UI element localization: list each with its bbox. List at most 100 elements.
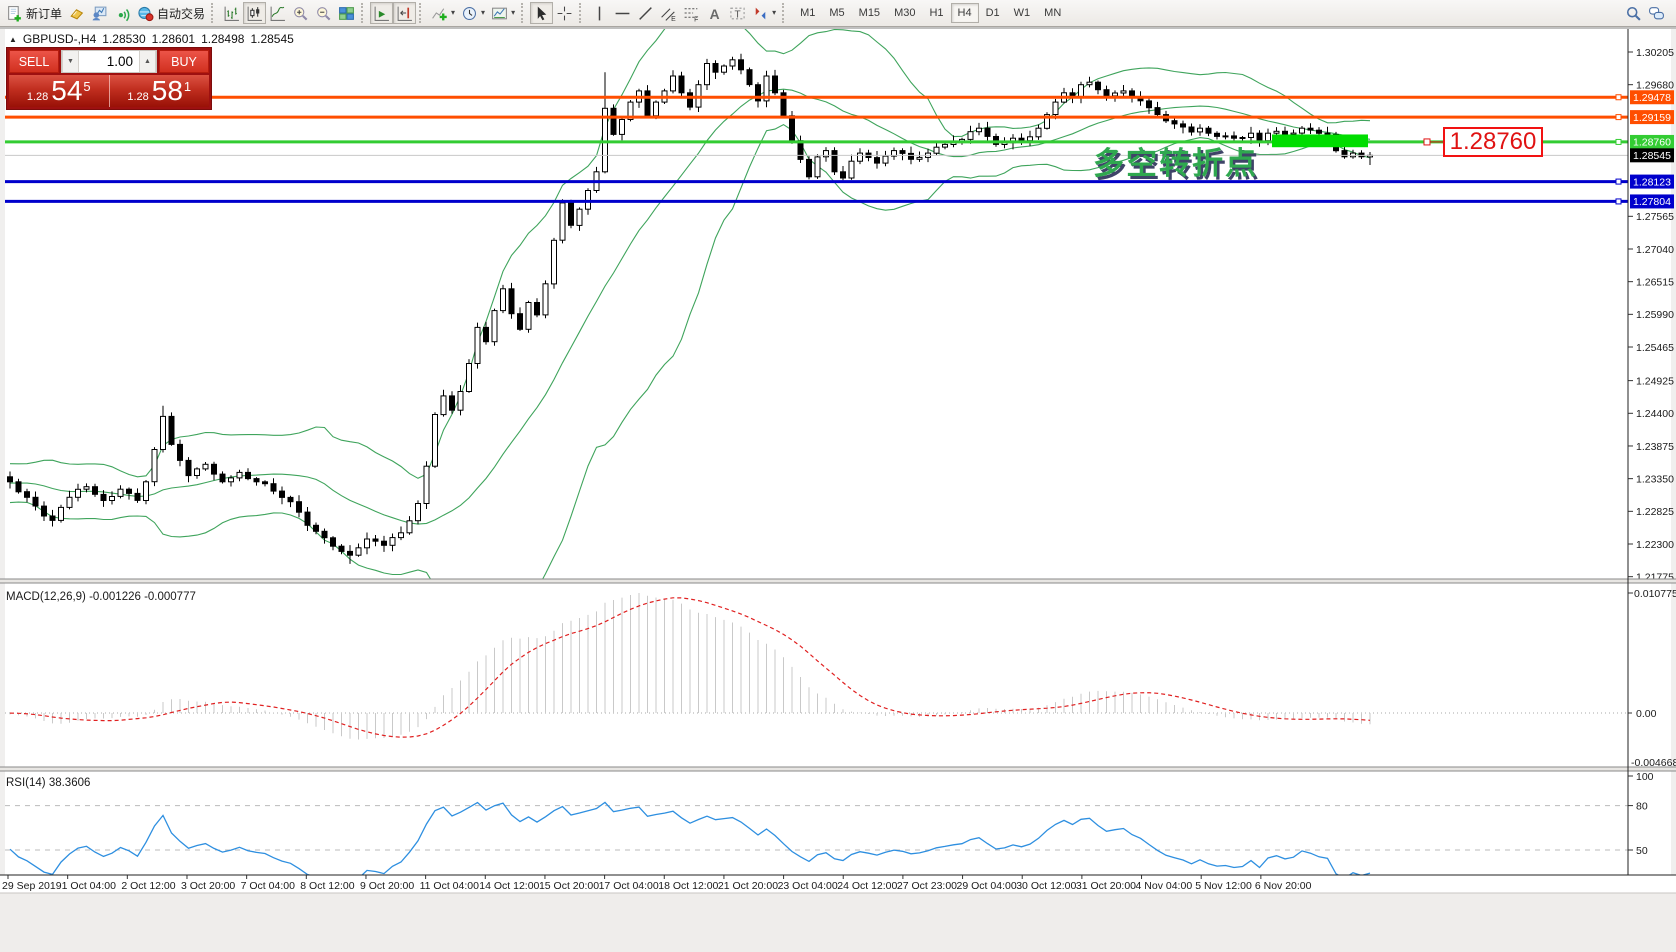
auto-scroll-button[interactable] [370, 2, 394, 24]
periods-button[interactable]: ▾ [458, 2, 488, 24]
main-toolbar: 新订单 自动交易 [0, 0, 1676, 27]
cursor-button[interactable] [530, 2, 554, 24]
new-indicator-button[interactable]: ▾ [428, 2, 458, 24]
tf-button-D1[interactable]: D1 [979, 3, 1007, 23]
candle-bull [1044, 114, 1050, 129]
line-chart-button[interactable] [266, 2, 289, 24]
candle-bull [627, 101, 634, 120]
svg-text:T: T [735, 9, 741, 20]
candles [7, 53, 1373, 564]
profiles-icon-button[interactable] [88, 2, 111, 24]
tf-button-MN[interactable]: MN [1037, 3, 1068, 23]
svg-text:E: E [671, 15, 676, 21]
zoom-in-button[interactable] [289, 2, 312, 24]
candle-bear [1146, 100, 1152, 109]
bid-price-tag-text: 1.28545 [1633, 150, 1671, 162]
tf-button-M15[interactable]: M15 [852, 3, 887, 23]
buy-price-tile[interactable]: 1.28 58 1 [109, 75, 209, 107]
macd-axis-min: -0.004668 [1631, 757, 1676, 769]
tf-button-M30[interactable]: M30 [887, 3, 922, 23]
chart-window[interactable]: 1.29478 1.29159 1.28760 1.28123 1.27804 1.285… [0, 27, 1676, 952]
toolbar-separator [419, 3, 424, 23]
tf-button-W1[interactable]: W1 [1007, 3, 1038, 23]
candle-bull [1248, 132, 1254, 138]
candle-bull [109, 496, 115, 501]
collapse-arrow-icon[interactable]: ▲ [9, 34, 17, 44]
highlight-rectangle[interactable] [1272, 134, 1368, 148]
new-order-button[interactable]: 新订单 [3, 2, 65, 24]
candle-bull [653, 101, 659, 117]
chinese-annotation[interactable]: 多空转折点 [1093, 146, 1258, 181]
level-price-tag [1630, 110, 1674, 125]
price-tick-label: 1.22300 [1636, 539, 1674, 551]
candle-bear [806, 158, 812, 178]
candlestick-chart-button[interactable] [243, 2, 267, 24]
trendline-button[interactable] [634, 2, 657, 24]
chart-shift-button[interactable] [393, 2, 417, 24]
date-tick-label: 29 Sep 2019 [2, 880, 62, 892]
sell-button[interactable]: SELL [9, 50, 59, 73]
panel-splitter[interactable] [0, 767, 1676, 771]
tile-windows-button[interactable] [335, 2, 358, 24]
chat-button[interactable] [1645, 2, 1668, 24]
autotrading-label: 自动交易 [157, 6, 206, 21]
volume-input[interactable]: 1.00 [79, 51, 139, 72]
new-order-label: 新订单 [26, 6, 63, 21]
panel-splitter[interactable] [0, 579, 1676, 583]
candle-bull [1299, 127, 1305, 134]
candle-bull [933, 146, 940, 154]
candle-bull [415, 503, 421, 522]
rsi-label: RSI(14) 38.3606 [6, 777, 90, 789]
vertical-line-button[interactable] [588, 2, 611, 24]
candle-bear [313, 524, 319, 532]
tf-button-H4[interactable]: H4 [950, 3, 979, 23]
signals-icon-button[interactable] [111, 2, 134, 24]
gold-icon-button[interactable] [65, 2, 88, 24]
date-tick-label: 24 Oct 12:00 [837, 880, 897, 892]
sell-price-tile[interactable]: 1.28 54 5 [9, 75, 110, 107]
candle-bear [899, 150, 906, 154]
candle-bull [398, 532, 404, 539]
candle-bull [670, 75, 676, 92]
tf-button-M5[interactable]: M5 [822, 3, 851, 23]
zoom-out-button[interactable] [312, 2, 335, 24]
volume-increase-button[interactable]: ▲ [139, 51, 156, 72]
crosshair-button[interactable] [553, 2, 576, 24]
price-callout-box[interactable]: 1.28760 [1443, 127, 1543, 157]
bar-chart-button[interactable] [220, 2, 243, 24]
chart-canvas[interactable]: 1.294781.291591.287601.281231.278041.285… [0, 27, 1676, 952]
channel-button[interactable]: E [657, 2, 680, 24]
search-button[interactable] [1622, 2, 1645, 24]
rsi-tick-label: 80 [1636, 800, 1648, 812]
buy-button[interactable]: BUY [159, 50, 209, 73]
candle-bear [1188, 126, 1195, 133]
rsi-tick-label: 100 [1636, 771, 1654, 783]
templates-button[interactable]: ▾ [488, 2, 518, 24]
candle-bull [1239, 137, 1246, 139]
candle-bull [389, 537, 396, 546]
tf-button-H1[interactable]: H1 [922, 3, 950, 23]
candle-bull [364, 538, 370, 549]
candle-bear [49, 515, 56, 521]
autotrading-button[interactable]: 自动交易 [134, 2, 208, 24]
text-button[interactable]: A [703, 2, 726, 24]
text-label-button[interactable]: T [726, 2, 749, 24]
tf-button-M1[interactable]: M1 [793, 3, 822, 23]
candle-bull [58, 506, 64, 521]
level-price-tag [1630, 174, 1674, 189]
candle-bull [432, 414, 438, 467]
candle-bear [262, 481, 268, 485]
arrows-button[interactable]: ▾ [749, 2, 779, 24]
candle-bull [457, 391, 464, 411]
candle-bear [746, 69, 753, 86]
date-tick-label: 11 Oct 04:00 [420, 880, 480, 892]
candle-bull [474, 326, 481, 364]
candle-bear [24, 491, 30, 498]
candle-bear [185, 459, 192, 477]
fibonacci-button[interactable]: F [680, 2, 703, 24]
svg-text:F: F [694, 16, 698, 22]
candle-bull [619, 119, 625, 135]
volume-decrease-button[interactable]: ▼ [62, 51, 79, 72]
horizontal-line-button[interactable] [611, 2, 634, 24]
